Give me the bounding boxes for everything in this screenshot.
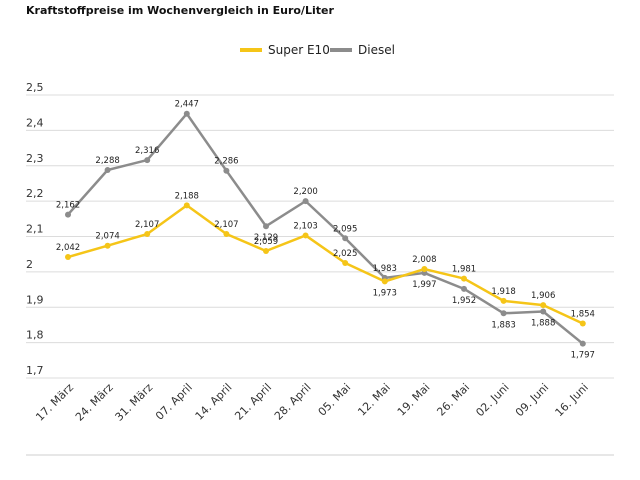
x-tick-label: 02. Juni <box>473 381 511 419</box>
data-point <box>104 166 111 173</box>
x-tick-label: 26. Mai <box>434 381 472 419</box>
data-label: 2,288 <box>95 156 119 166</box>
data-point <box>500 310 507 317</box>
data-point <box>263 223 269 230</box>
series-lines <box>67 112 584 345</box>
y-tick-label: 2,4 <box>26 116 44 129</box>
series-line-super-e10 <box>67 204 584 325</box>
data-label: 2,095 <box>333 224 357 234</box>
x-tick-label: 07. April <box>153 381 195 423</box>
x-tick-label: 17. März <box>33 381 76 424</box>
data-label: 2,042 <box>56 243 80 253</box>
data-point <box>144 157 151 164</box>
x-tick-label: 09. Juni <box>513 381 551 419</box>
x-tick-label: 24. März <box>73 381 116 424</box>
data-label: 1,883 <box>491 320 515 330</box>
data-point <box>421 266 428 273</box>
x-tick-label: 16. Juni <box>553 381 591 419</box>
y-tick-label: 2,3 <box>26 152 44 165</box>
y-tick-label: 2,1 <box>26 223 44 236</box>
data-label: 2,107 <box>135 220 159 230</box>
data-label: 1,906 <box>531 291 555 301</box>
legend-label: Diesel <box>358 43 395 57</box>
data-label: 1,888 <box>531 318 555 328</box>
data-point <box>381 278 388 285</box>
y-tick-label: 1,9 <box>26 293 44 306</box>
data-label: 2,286 <box>214 157 238 167</box>
legend: Super E10 Diesel <box>240 43 395 57</box>
data-point <box>223 231 230 238</box>
data-point <box>579 320 586 327</box>
x-tick-label: 14. April <box>193 381 235 423</box>
x-tick-label: 05. Mai <box>316 381 354 419</box>
legend-label: Super E10 <box>268 43 330 57</box>
data-point <box>65 254 71 261</box>
y-tick-label: 1,8 <box>26 329 44 342</box>
series-line-diesel <box>67 112 584 345</box>
data-label: 2,162 <box>56 201 80 211</box>
series-points <box>65 110 586 347</box>
y-axis: 2,5 2,4 2,3 2,2 2,1 2 1,9 1,8 1,7 <box>26 81 44 377</box>
data-label: 2,025 <box>333 249 357 259</box>
data-point <box>461 285 467 292</box>
data-label: 1,854 <box>571 310 595 320</box>
data-label: 1,983 <box>373 264 397 274</box>
data-point <box>183 110 190 117</box>
data-point <box>302 232 309 239</box>
data-point <box>183 202 190 209</box>
data-label: 2,200 <box>293 187 317 197</box>
data-point <box>65 211 71 218</box>
gridlines <box>26 94 614 379</box>
data-point <box>342 260 349 267</box>
x-tick-label: 21. April <box>232 381 274 423</box>
data-label: 1,918 <box>491 287 515 297</box>
data-point <box>461 275 467 282</box>
data-point <box>263 248 269 255</box>
data-point <box>144 231 151 238</box>
data-label: 1,797 <box>571 351 595 361</box>
y-tick-label: 1,7 <box>26 364 44 377</box>
data-labels: 2,162 2,288 2,316 2,447 2,286 2,129 2,200 2,095… <box>56 100 595 361</box>
data-label: 1,973 <box>373 288 397 298</box>
data-point <box>223 167 230 174</box>
y-tick-label: 2 <box>26 258 33 271</box>
data-label: 2,008 <box>412 255 436 265</box>
data-point <box>540 308 547 315</box>
data-label: 2,059 <box>254 237 278 247</box>
x-tick-label: 19. Mai <box>395 381 433 419</box>
data-label: 2,107 <box>214 220 238 230</box>
data-label: 1,997 <box>412 280 436 290</box>
data-point <box>540 302 547 309</box>
y-tick-label: 2,2 <box>26 187 44 200</box>
data-point <box>104 242 111 249</box>
data-label: 2,316 <box>135 146 159 156</box>
y-tick-label: 2,5 <box>26 81 44 94</box>
data-label: 1,952 <box>452 296 476 306</box>
data-label: 2,447 <box>175 100 199 110</box>
chart-title: Kraftstoffpreise im Wochenvergleich in E… <box>26 4 334 17</box>
data-point <box>579 340 586 347</box>
data-label: 2,074 <box>95 232 119 242</box>
data-label: 2,103 <box>293 221 317 231</box>
x-tick-label: 28. April <box>272 381 314 423</box>
data-label: 2,129 <box>254 233 278 243</box>
x-tick-label: 12. Mai <box>355 381 393 419</box>
data-label: 2,188 <box>175 191 199 201</box>
x-tick-label: 31. März <box>113 381 156 424</box>
data-point <box>342 235 349 242</box>
data-point <box>500 297 507 304</box>
data-label: 1,981 <box>452 265 476 275</box>
data-point <box>302 198 309 205</box>
